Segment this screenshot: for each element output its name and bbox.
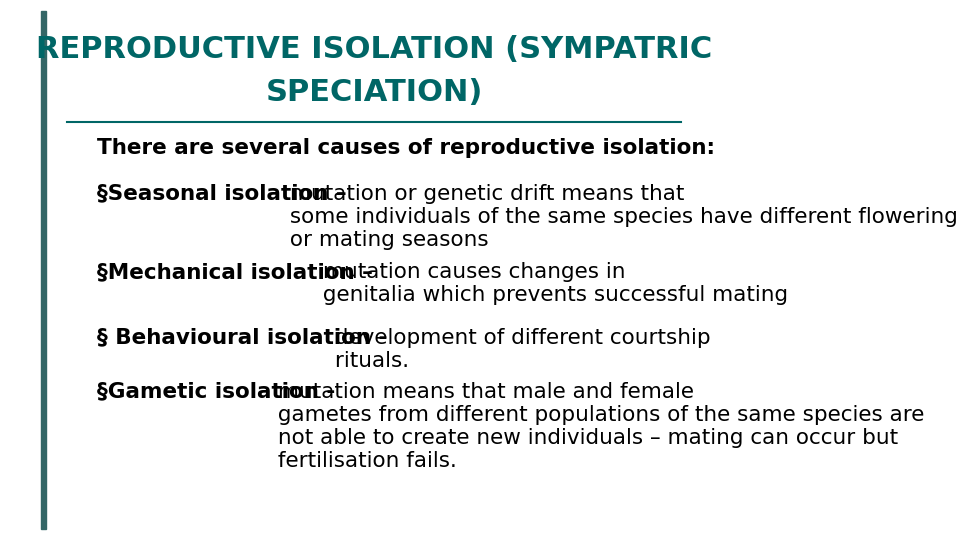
Text: §Gametic isolation -: §Gametic isolation - — [97, 382, 335, 402]
Text: §Mechanical isolation –: §Mechanical isolation – — [97, 262, 373, 282]
Text: mutation causes changes in
 genitalia which prevents successful mating: mutation causes changes in genitalia whi… — [316, 262, 788, 305]
Text: development of different courtship
 rituals.: development of different courtship ritua… — [327, 328, 710, 371]
Text: mutation or genetic drift means that
 some individuals of the same species have : mutation or genetic drift means that som… — [282, 184, 957, 250]
Text: REPRODUCTIVE ISOLATION (SYMPATRIC: REPRODUCTIVE ISOLATION (SYMPATRIC — [36, 35, 712, 64]
Text: There are several causes of reproductive isolation:: There are several causes of reproductive… — [97, 138, 715, 158]
Text: SPECIATION): SPECIATION) — [265, 78, 483, 107]
Text: § Behavioural isolation -: § Behavioural isolation - — [97, 328, 388, 348]
Text: mutation means that male and female
 gametes from different populations of the s: mutation means that male and female game… — [271, 382, 924, 471]
Bar — [41, 11, 46, 529]
Text: §Seasonal isolation –: §Seasonal isolation – — [97, 184, 347, 204]
